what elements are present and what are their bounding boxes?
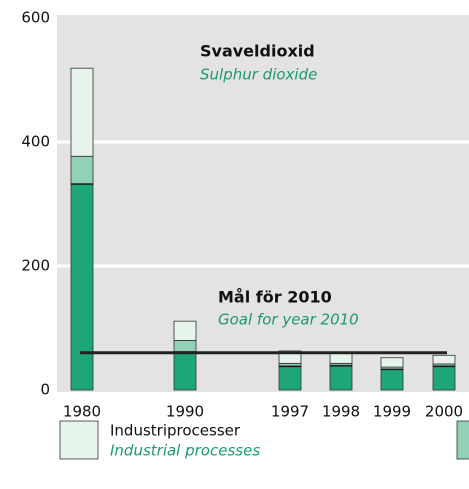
bar-segment (278, 365, 302, 391)
plot-background (57, 15, 469, 392)
bar-segment (432, 365, 456, 391)
x-tick-label: 1990 (166, 403, 204, 421)
bar-segment (70, 183, 94, 391)
chart-title: Svaveldioxid (200, 42, 315, 61)
legend-label: Industrial processes (110, 442, 260, 460)
bar-segment (173, 320, 197, 341)
y-tick-label: 0 (40, 381, 50, 399)
bar-segment (173, 351, 197, 391)
bar-segment (70, 155, 94, 184)
y-tick-label: 600 (21, 9, 50, 27)
x-tick-label: 1998 (322, 403, 360, 421)
x-tick-label: 2000 (425, 403, 463, 421)
bar-segment (173, 339, 197, 352)
goal-sublabel: Goal for year 2010 (218, 311, 359, 329)
y-tick-label: 200 (21, 257, 50, 275)
goal-label: Mål för 2010 (218, 288, 332, 307)
legend-swatch (456, 420, 469, 460)
bar-segment (380, 357, 404, 368)
x-tick-label: 1980 (63, 403, 101, 421)
legend-swatch (59, 420, 99, 460)
x-tick-label: 1997 (271, 403, 309, 421)
legend-label: Industriprocesser (110, 422, 241, 440)
x-tick-label: 1999 (373, 403, 411, 421)
y-tick-label: 400 (21, 133, 50, 151)
bar-segment (380, 368, 404, 391)
bar-segment (432, 354, 456, 365)
bar-segment (329, 364, 353, 391)
bar-segment (70, 67, 94, 157)
chart-subtitle: Sulphur dioxide (200, 66, 317, 84)
